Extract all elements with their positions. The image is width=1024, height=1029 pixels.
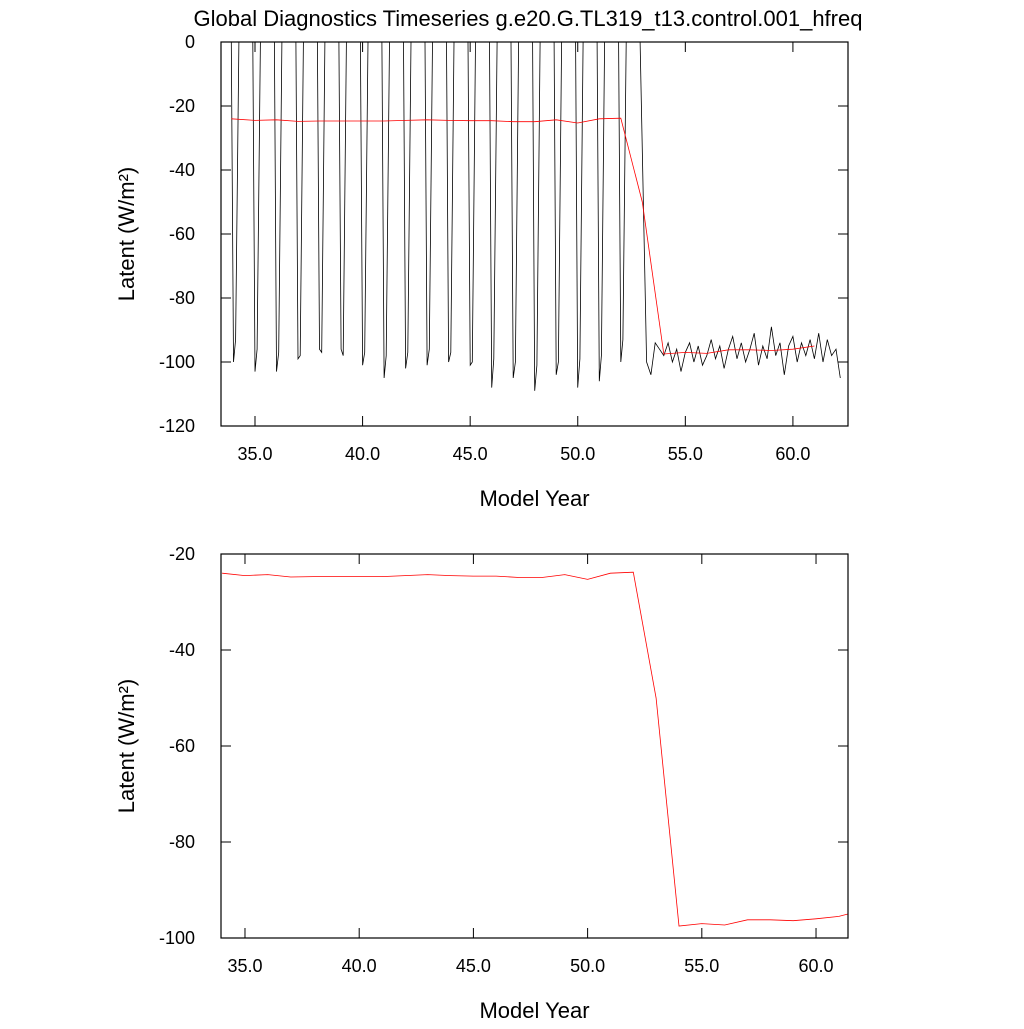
plot-frame bbox=[220, 553, 849, 939]
x-tick-label: 60.0 bbox=[798, 956, 833, 976]
plot-area bbox=[230, 42, 841, 391]
x-tick-label: 50.0 bbox=[560, 444, 595, 464]
y-axis-label: Latent (W/m²) bbox=[114, 679, 139, 813]
y-tick-label: -20 bbox=[169, 544, 195, 564]
y-tick-label: -20 bbox=[169, 96, 195, 116]
y-tick-label: 0 bbox=[185, 32, 195, 52]
y-tick-label: -40 bbox=[169, 640, 195, 660]
x-tick-label: 50.0 bbox=[570, 956, 605, 976]
x-tick-label: 45.0 bbox=[456, 956, 491, 976]
x-tick-label: 35.0 bbox=[227, 956, 262, 976]
y-tick-label: -60 bbox=[169, 224, 195, 244]
x-axis-label: Model Year bbox=[479, 486, 589, 511]
x-tick-label: 45.0 bbox=[453, 444, 488, 464]
y-tick-label: -100 bbox=[159, 352, 195, 372]
x-tick-label: 55.0 bbox=[684, 956, 719, 976]
x-tick-label: 60.0 bbox=[775, 444, 810, 464]
y-tick-label: -120 bbox=[159, 416, 195, 436]
plot-frame bbox=[220, 41, 849, 427]
series-line bbox=[231, 117, 815, 355]
x-tick-label: 55.0 bbox=[668, 444, 703, 464]
y-tick-label: -80 bbox=[169, 832, 195, 852]
x-axis-label: Model Year bbox=[479, 998, 589, 1023]
y-tick-label: -100 bbox=[159, 928, 195, 948]
x-tick-label: 35.0 bbox=[237, 444, 272, 464]
x-tick-label: 40.0 bbox=[342, 956, 377, 976]
plot-area bbox=[222, 571, 848, 927]
y-axis-label: Latent (W/m²) bbox=[114, 167, 139, 301]
x-tick-label: 40.0 bbox=[345, 444, 380, 464]
y-tick-label: -80 bbox=[169, 288, 195, 308]
y-tick-label: -40 bbox=[169, 160, 195, 180]
series-line bbox=[230, 42, 841, 391]
y-tick-label: -60 bbox=[169, 736, 195, 756]
series-line bbox=[222, 571, 848, 927]
chart-title: Global Diagnostics Timeseries g.e20.G.TL… bbox=[194, 6, 863, 31]
